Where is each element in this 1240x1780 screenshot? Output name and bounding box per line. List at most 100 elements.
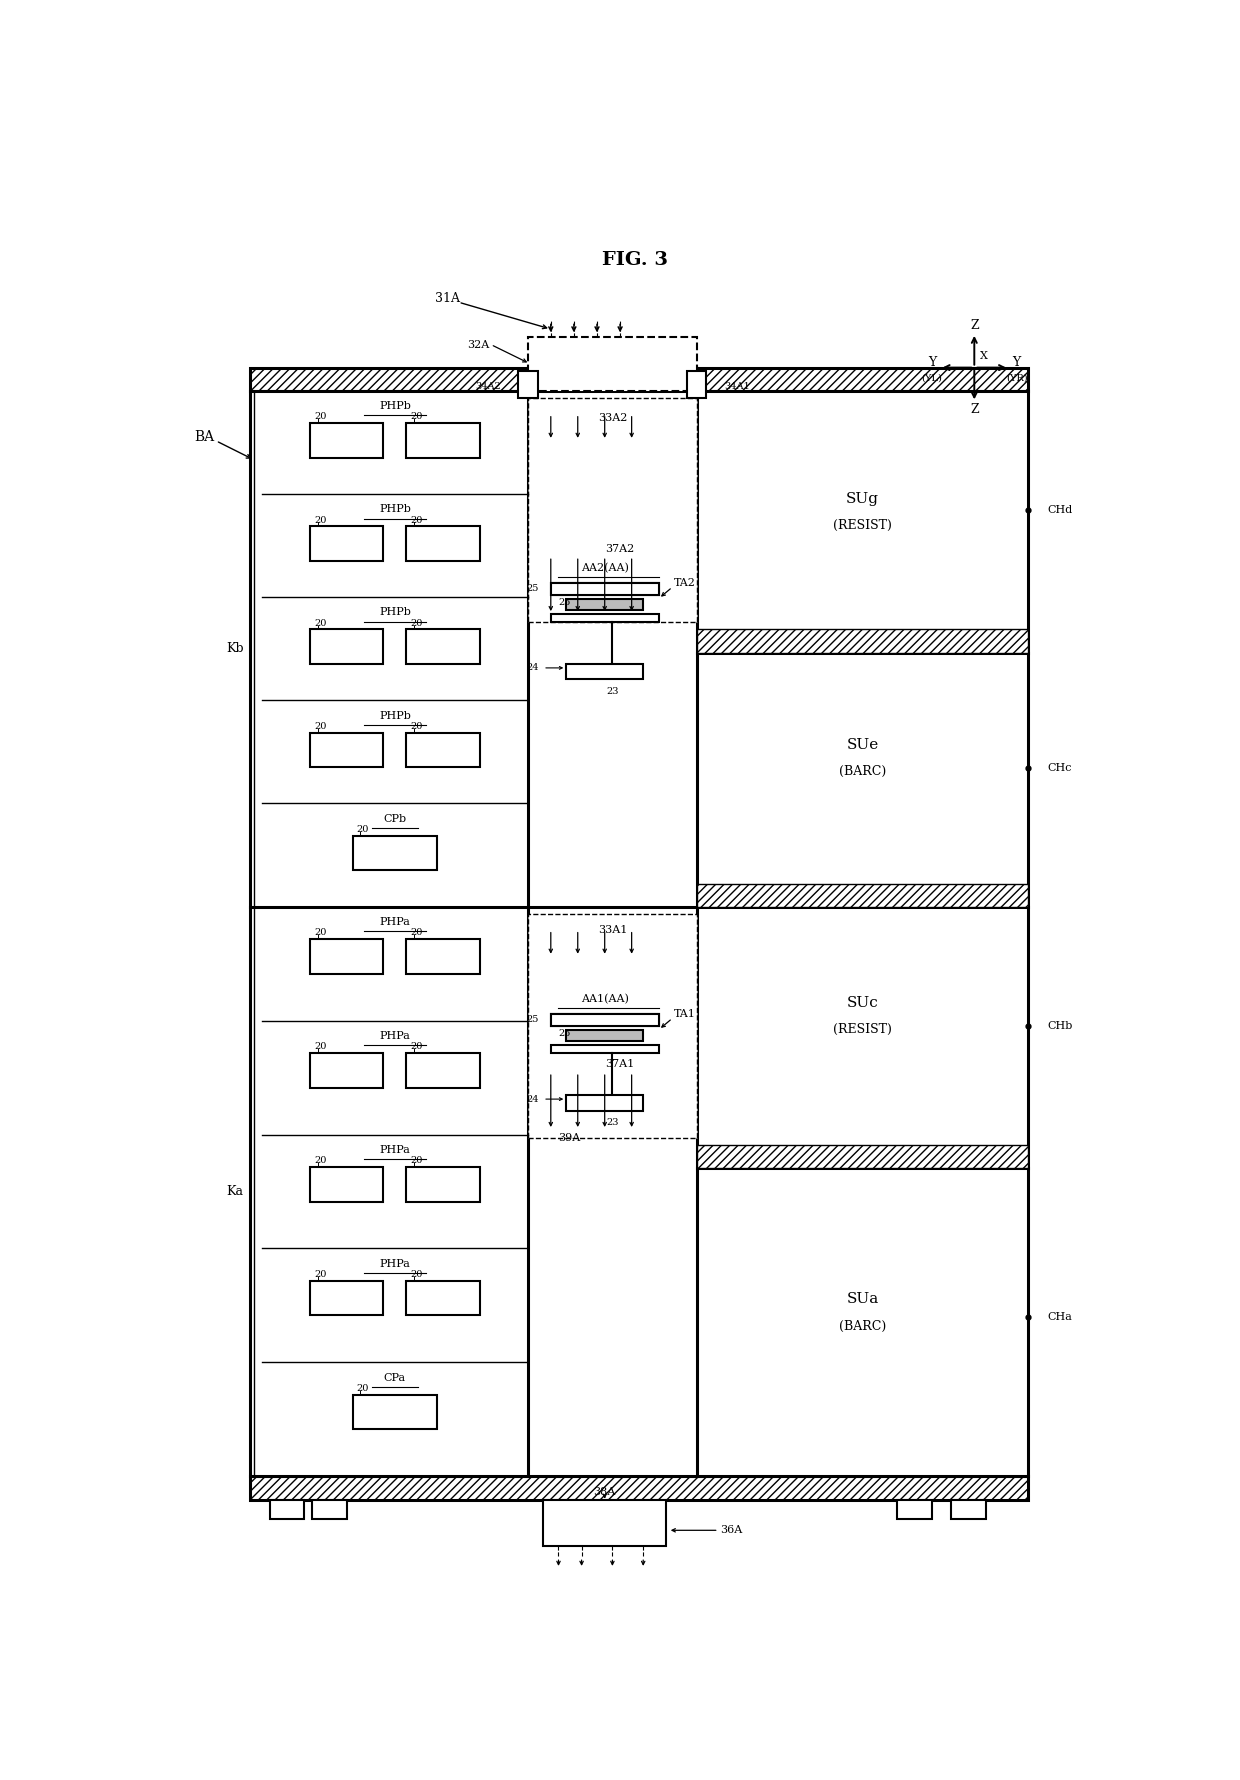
Bar [352,1396,438,1429]
Bar [551,1015,658,1025]
Text: 38A: 38A [594,1486,616,1497]
Bar [250,368,1028,390]
Bar [407,938,480,974]
Text: 23: 23 [606,687,619,696]
Bar [352,837,438,870]
Text: 33A1: 33A1 [598,924,627,935]
Bar [687,372,707,399]
Bar [250,390,1028,1476]
Bar [697,1145,1028,1168]
Text: SUa: SUa [847,1292,879,1307]
Text: Kb: Kb [226,643,244,655]
Text: 24: 24 [527,664,539,673]
Bar [567,1031,644,1041]
Text: 20: 20 [314,1271,326,1280]
Text: CHc: CHc [1048,764,1071,773]
Text: CHd: CHd [1048,506,1073,514]
Text: PHPa: PHPa [379,917,410,927]
Text: Y: Y [1013,356,1021,368]
Text: CPa: CPa [384,1372,405,1383]
Text: PHPa: PHPa [379,1145,410,1155]
Text: 20: 20 [314,723,326,732]
Text: 25: 25 [558,1029,570,1038]
Text: 20: 20 [314,1157,326,1166]
Bar [518,372,538,399]
Bar [551,584,658,595]
Bar [407,424,480,457]
Text: (BARC): (BARC) [839,1319,887,1333]
Bar [567,598,644,611]
Bar [312,1499,347,1518]
Bar [407,1282,480,1315]
Text: TA1: TA1 [675,1009,696,1020]
Text: (RESIST): (RESIST) [833,520,892,532]
Text: 32A: 32A [467,340,490,349]
Text: 34A2: 34A2 [475,383,501,392]
Text: (BARC): (BARC) [839,765,887,778]
Text: PHPa: PHPa [379,1258,410,1269]
Text: 20: 20 [314,619,326,628]
Bar [898,1499,932,1518]
Text: CHb: CHb [1048,1022,1073,1031]
Text: FIG. 3: FIG. 3 [603,251,668,269]
Text: 25: 25 [527,584,539,593]
Text: Z: Z [970,404,978,417]
Text: CPb: CPb [383,813,407,824]
Text: 31A: 31A [435,292,460,304]
Bar [697,883,1028,906]
Text: BA: BA [195,431,215,443]
Bar [567,1095,644,1111]
Bar [310,424,383,457]
Text: 20: 20 [314,929,326,938]
Text: SUg: SUg [846,491,879,506]
Bar [407,1168,480,1202]
Text: 37A2: 37A2 [605,543,635,554]
Text: 20: 20 [410,1043,423,1052]
Bar [951,1499,986,1518]
Text: PHPb: PHPb [379,400,410,411]
Text: 20: 20 [314,413,326,422]
Bar [528,399,697,621]
Text: AA1(AA): AA1(AA) [580,993,629,1004]
Text: 20: 20 [356,1385,368,1394]
Text: 20: 20 [314,516,326,525]
Text: 20: 20 [410,516,423,525]
Bar [551,614,658,621]
Text: Z: Z [970,319,978,331]
Text: 20: 20 [410,1271,423,1280]
Text: X: X [980,351,987,361]
Text: 25: 25 [558,598,570,607]
Text: 20: 20 [410,1157,423,1166]
Text: Y: Y [928,356,936,368]
Text: 25: 25 [527,1015,539,1023]
Text: TA2: TA2 [675,578,696,587]
Text: (YR): (YR) [1006,374,1028,383]
Bar [543,1499,666,1545]
Text: 20: 20 [410,413,423,422]
Bar [310,1168,383,1202]
Text: 20: 20 [410,619,423,628]
Bar [407,527,480,561]
Text: (YL): (YL) [921,374,942,383]
Text: 20: 20 [356,826,368,835]
Text: PHPb: PHPb [379,504,410,514]
Bar [407,1054,480,1088]
Text: AA2(AA): AA2(AA) [580,562,629,573]
Text: 39A: 39A [558,1132,580,1143]
Bar [310,527,383,561]
Bar [567,664,644,680]
Text: 36A: 36A [720,1525,743,1536]
Text: 20: 20 [410,723,423,732]
Text: PHPb: PHPb [379,607,410,618]
Bar [697,630,1028,653]
Bar [551,1045,658,1054]
Text: PHPb: PHPb [379,710,410,721]
Text: 37A1: 37A1 [605,1059,635,1070]
Bar [310,938,383,974]
Bar [310,1282,383,1315]
Bar [250,1476,1028,1499]
Text: Ka: Ka [227,1185,243,1198]
Text: 20: 20 [410,929,423,938]
Text: PHPa: PHPa [379,1031,410,1041]
Text: CHa: CHa [1048,1312,1073,1321]
